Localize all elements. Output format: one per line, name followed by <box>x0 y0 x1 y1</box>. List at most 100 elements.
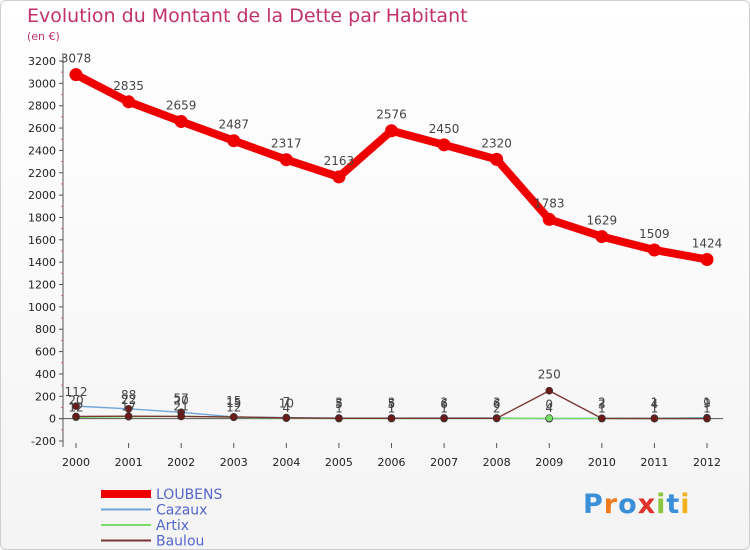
logo-letter: r <box>603 489 619 520</box>
proxiti-logo: Proxiti <box>583 489 691 520</box>
data-point <box>700 252 714 266</box>
y-tick-label: 400 <box>35 368 56 381</box>
chart-title: Evolution du Montant de la Dette par Hab… <box>27 5 468 27</box>
data-label: 88 <box>121 388 136 402</box>
data-label: 2576 <box>376 108 407 122</box>
y-tick-label: 2000 <box>28 189 56 202</box>
data-label: 7 <box>283 395 291 409</box>
data-label: 2487 <box>218 118 249 132</box>
data-point <box>703 414 711 423</box>
data-point <box>174 114 188 128</box>
data-label: 2659 <box>166 98 197 112</box>
x-tick-label: 2005 <box>325 456 353 469</box>
x-tick-label: 2012 <box>693 456 721 469</box>
data-point <box>72 402 80 410</box>
data-label: 20 <box>68 393 83 407</box>
logo-letter: o <box>618 489 638 520</box>
x-tick-label: 2006 <box>378 456 406 469</box>
data-point <box>332 170 346 184</box>
data-point <box>595 230 609 244</box>
legend-label: Artix <box>156 518 189 534</box>
data-label: 2450 <box>429 122 460 136</box>
data-label: 6 <box>493 397 501 411</box>
y-tick-label: 600 <box>35 346 56 359</box>
data-point <box>177 412 185 421</box>
data-label: 3 <box>493 395 501 409</box>
data-point <box>437 138 451 152</box>
data-label: 3 <box>598 397 606 411</box>
data-label: 15 <box>226 394 241 408</box>
y-tick-label: 1200 <box>28 279 56 292</box>
logo-letter: t <box>666 489 681 520</box>
data-label: 1 <box>703 402 711 416</box>
data-point <box>492 414 501 423</box>
data-label: 2320 <box>481 136 512 150</box>
x-tick-label: 2000 <box>62 456 90 469</box>
data-label: 3078 <box>61 52 92 66</box>
x-tick-label: 2003 <box>220 456 248 469</box>
data-point <box>69 68 83 82</box>
chart-subtitle: (en €) <box>27 30 60 43</box>
data-label: 5 <box>335 397 343 411</box>
legend-label: Baulou <box>156 534 204 550</box>
data-label: 1 <box>703 396 711 410</box>
data-label: 1 <box>388 402 396 416</box>
minor-series: 112 88 57 15 10 5 5 6 6 0 3 4 912 17 21 12 4 1 1 1 2 4 1 1 120 22… <box>65 368 711 423</box>
data-label: 15 <box>226 396 241 410</box>
data-point <box>282 414 291 422</box>
data-label: 3 <box>440 395 448 409</box>
data-point <box>227 134 241 148</box>
data-point <box>598 414 606 423</box>
data-label: 17 <box>121 400 136 414</box>
data-label: 2 <box>493 401 501 415</box>
main-series: 3078 2835 2659 2487 2317 2163 2576 2450 2320 1783… <box>61 52 722 266</box>
data-label: 4 <box>651 397 659 411</box>
data-point <box>542 212 556 226</box>
data-label: 2835 <box>113 79 144 93</box>
y-tick-label: 2400 <box>28 144 56 157</box>
y-tick-label: 1600 <box>28 234 56 247</box>
data-point <box>647 243 661 257</box>
data-point <box>279 153 293 167</box>
data-label: 22 <box>121 393 136 407</box>
y-tick-label: 3000 <box>28 77 56 90</box>
y-tick-label: 1400 <box>28 256 56 269</box>
data-label: 1 <box>651 396 659 410</box>
data-point <box>440 414 448 423</box>
x-tick-label: 2008 <box>483 456 511 469</box>
logo-letter: x <box>637 489 657 520</box>
y-tick-label: 1000 <box>28 301 56 314</box>
legend-label: LOUBENS <box>156 487 222 503</box>
x-tick-label: 2010 <box>588 456 616 469</box>
data-point <box>545 414 554 423</box>
logo-letter: i <box>680 489 691 520</box>
data-label: 3 <box>335 395 343 409</box>
data-point <box>545 386 554 395</box>
data-label: 1 <box>598 402 606 416</box>
data-label: 5 <box>388 397 396 411</box>
data-point <box>335 414 343 423</box>
y-tick-label: 200 <box>35 390 56 403</box>
data-label: 6 <box>440 397 448 411</box>
data-label: 12 <box>68 400 83 414</box>
logo-letter: P <box>583 489 604 520</box>
data-label: 4 <box>283 401 291 415</box>
data-label: 2 <box>598 395 606 409</box>
y-tick-label: 2200 <box>28 167 56 180</box>
data-label: 57 <box>174 391 189 405</box>
data-label: 1 <box>651 402 659 416</box>
logo-letter: i <box>656 489 667 520</box>
data-point <box>650 414 659 423</box>
data-label: 1629 <box>587 214 618 228</box>
y-tick-label: 2800 <box>28 100 56 113</box>
data-label: 0 <box>545 398 553 412</box>
data-label: 1 <box>440 402 448 416</box>
x-tick-label: 2001 <box>115 456 143 469</box>
data-label: 250 <box>538 368 561 382</box>
x-tick-label: 2002 <box>167 456 195 469</box>
data-label: 3 <box>388 395 396 409</box>
data-label: 20 <box>174 393 189 407</box>
